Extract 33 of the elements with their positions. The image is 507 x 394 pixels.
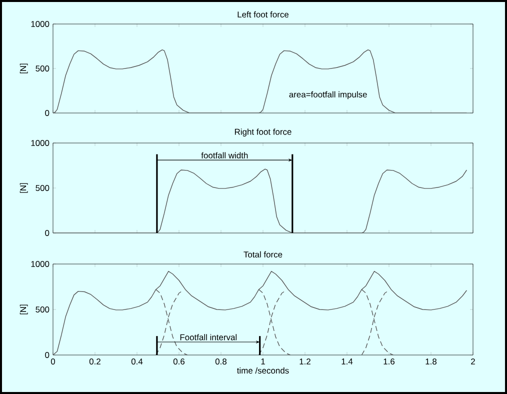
chart-title: Total force: [244, 251, 282, 258]
x-tick-label: 0.8: [215, 358, 227, 365]
y-tick-label: 0: [45, 352, 50, 358]
y-tick-label: 1000: [31, 21, 50, 27]
chart-title: Right foot force: [234, 128, 292, 136]
x-tick-label: 0.4: [131, 358, 143, 365]
x-tick-label: 0.6: [173, 358, 185, 365]
y-tick-label: 0: [45, 230, 50, 236]
y-tick-label: 500: [36, 66, 50, 72]
line-series: [53, 270, 468, 355]
x-tick-label: 1.2: [300, 358, 310, 364]
y-axis-title: [N]: [20, 183, 28, 193]
y-tick-label: 0: [45, 110, 50, 116]
y-tick-label: 500: [36, 306, 50, 312]
x-axis-title: time /seconds: [237, 367, 289, 374]
x-tick-label: 1.4: [342, 358, 353, 364]
annotation: Footfall interval: [180, 334, 237, 340]
x-tick-label: 1: [261, 358, 265, 364]
line-series: [53, 49, 468, 113]
x-tick-label: 2: [471, 358, 475, 364]
annotation: area=footfall impulse: [289, 91, 367, 100]
annotation: footfall width: [201, 152, 248, 158]
y-tick-label: 1000: [31, 140, 50, 146]
line-series: [53, 168, 468, 233]
chart-title: Left foot force: [238, 11, 289, 18]
x-tick-label: 0.2: [89, 358, 100, 365]
x-tick-label: 0: [50, 358, 56, 365]
y-tick-label: 500: [36, 185, 50, 191]
y-axis-title: [N]: [20, 304, 28, 314]
x-tick-label: 1.8: [426, 358, 437, 365]
y-tick-label: 1000: [31, 261, 50, 267]
x-tick-label: 1.6: [384, 358, 395, 365]
y-axis-title: [N]: [20, 64, 28, 74]
